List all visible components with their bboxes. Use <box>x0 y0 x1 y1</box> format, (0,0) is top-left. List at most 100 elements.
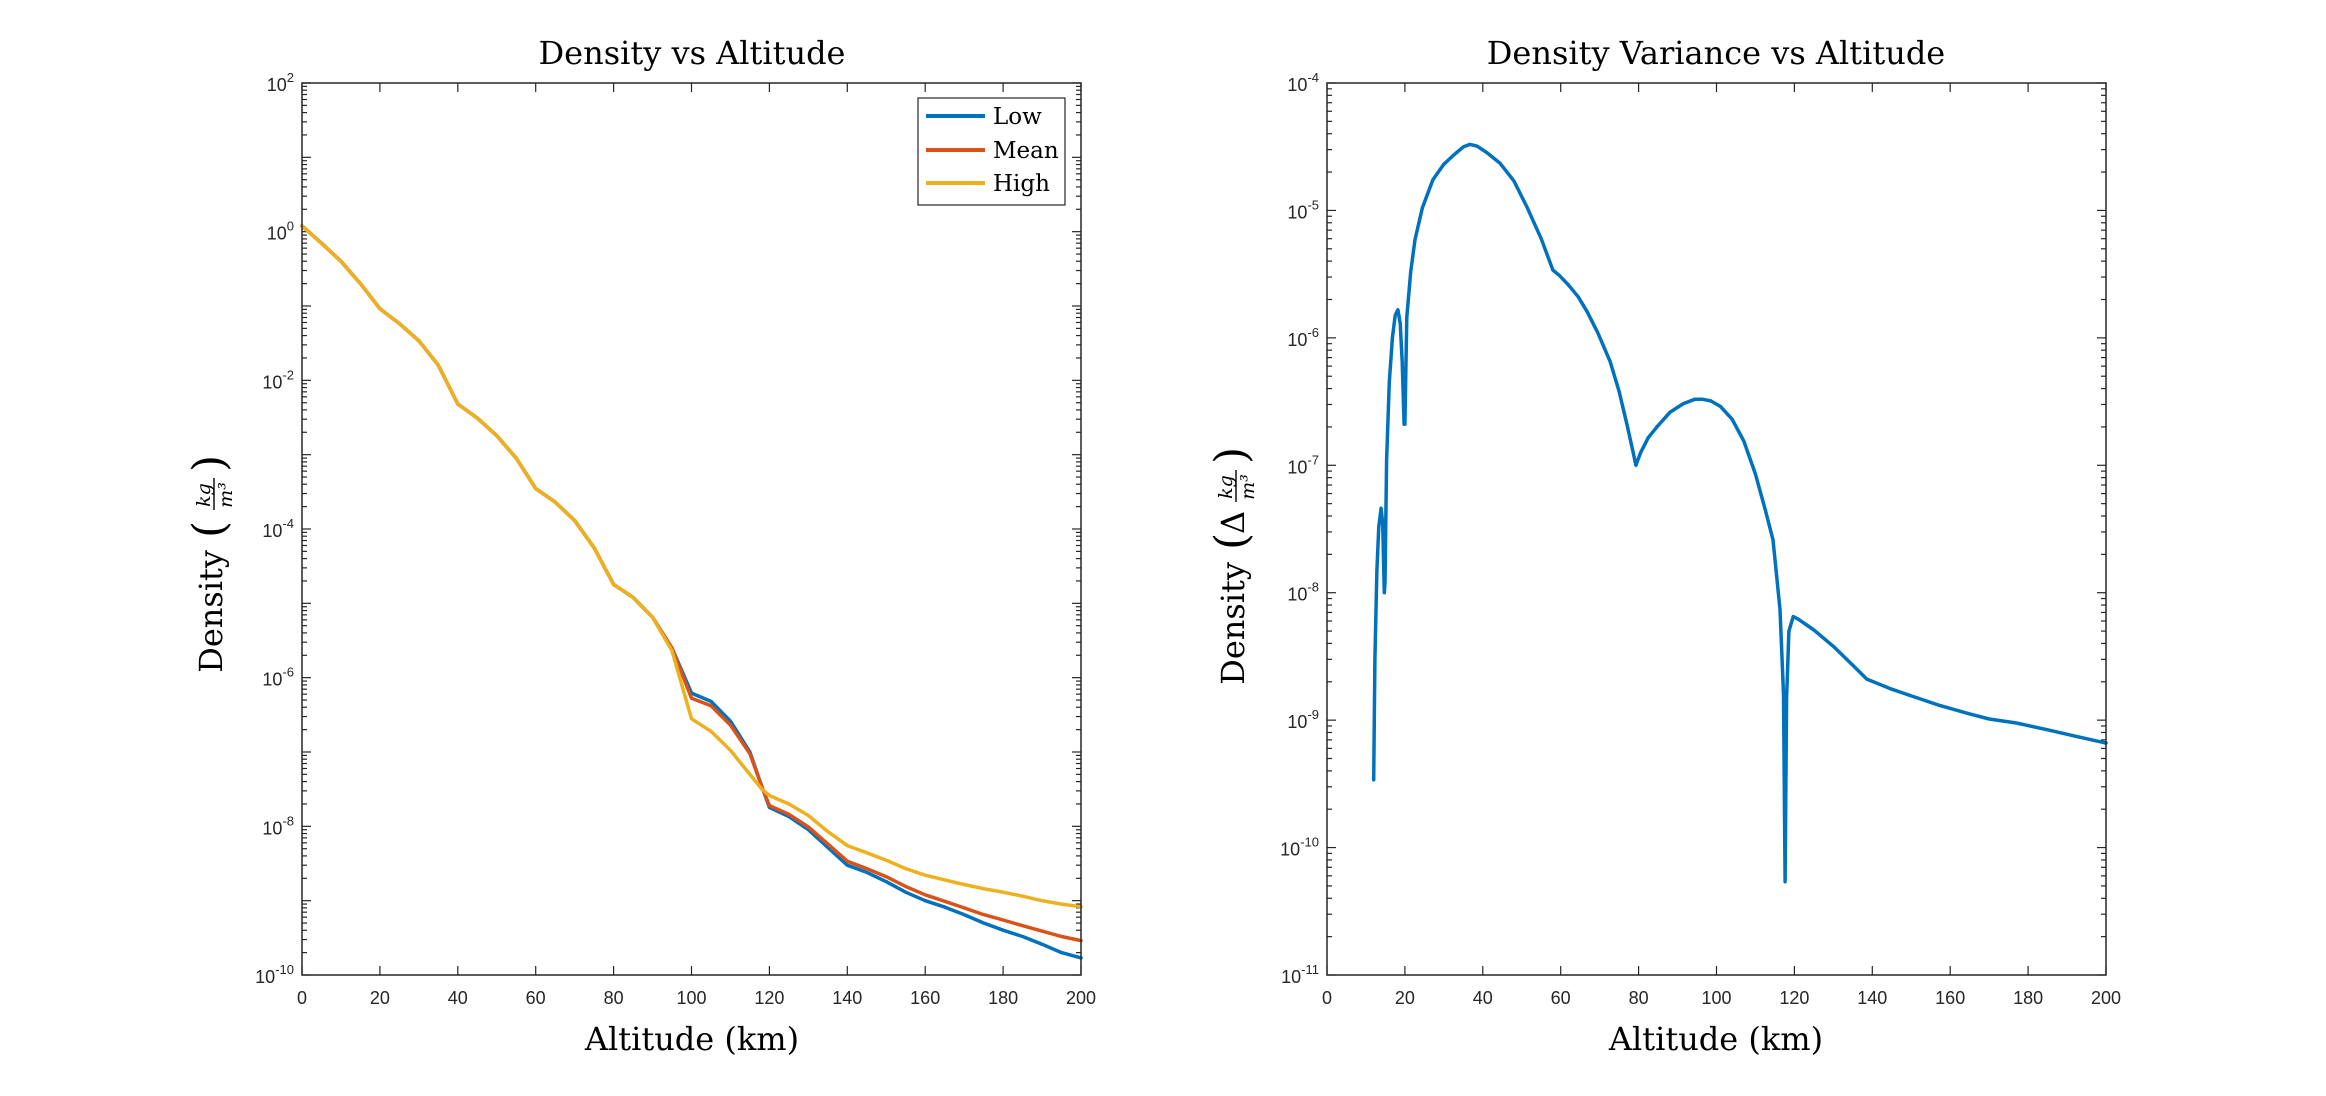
y-tick-label: 10-5 <box>1287 197 1319 222</box>
y-tick-label: 10-9 <box>1287 707 1319 732</box>
y-tick-label-exponent: -8 <box>1307 580 1319 595</box>
y-tick-label-base: 10 <box>1287 585 1307 605</box>
y-axis-label-unit-prefix: Δ <box>1214 511 1252 534</box>
y-tick-label-base: 10 <box>262 670 282 690</box>
legend-label-high: High <box>993 171 1050 197</box>
y-axis-label-open-paren: ( <box>1206 533 1257 550</box>
density-vs-altitude-chart: Density vs Altitude 0 20 40 60 80 100 120 140 16… <box>184 34 1096 1058</box>
chart-title: Density Variance vs Altitude <box>1487 34 1945 72</box>
x-tick-label: 80 <box>604 988 624 1008</box>
y-axis-label-open-paren: ( <box>184 521 235 538</box>
x-tick-label: 60 <box>526 988 546 1008</box>
y-tick-label-base: 10 <box>262 372 282 392</box>
series-group <box>300 224 1083 960</box>
y-tick-label-exponent: -6 <box>1307 325 1319 340</box>
y-tick-label: 100 <box>267 219 294 244</box>
axes-frame <box>301 82 1082 976</box>
y-tick-label: 10-6 <box>262 665 294 690</box>
y-tick-label-base: 10 <box>1280 840 1300 860</box>
x-tick-label: 200 <box>1066 988 1096 1008</box>
x-tick-label: 160 <box>1935 988 1965 1008</box>
y-tick-label-base: 10 <box>267 224 287 244</box>
x-tick-label: 60 <box>1551 988 1571 1008</box>
x-tick-label: 40 <box>448 988 468 1008</box>
y-tick-label: 10-7 <box>1287 452 1319 477</box>
x-tick-label: 20 <box>370 988 390 1008</box>
axes-frame <box>1326 82 2107 976</box>
y-axis-label-text: Density <box>192 550 230 673</box>
y-tick-label-exponent: -10 <box>275 962 294 977</box>
y-tick-label-exponent: 0 <box>287 219 294 234</box>
y-tick-label: 10-2 <box>262 367 294 392</box>
y-tick-label-exponent: -2 <box>282 367 294 382</box>
x-axis-label: Altitude (km) <box>1608 1020 1823 1058</box>
y-tick-label-exponent: -7 <box>1307 452 1319 467</box>
tick-group: 0 20 40 60 80 100 120 140 160 180 20010210010-210-… <box>255 70 1096 1008</box>
y-axis-label: Density ( Δ kg m³ ) <box>1206 447 1259 685</box>
x-tick-label: 0 <box>1322 988 1332 1008</box>
y-tick-label-base: 10 <box>1287 330 1307 350</box>
x-tick-label: 120 <box>754 988 784 1008</box>
x-tick-label: 100 <box>1701 988 1731 1008</box>
y-tick-label-base: 10 <box>1281 967 1301 987</box>
y-tick-label-base: 10 <box>1287 457 1307 477</box>
y-axis-label-unit-numerator: kg <box>1215 475 1237 499</box>
x-tick-label: 140 <box>832 988 862 1008</box>
series-line-variance <box>1371 142 2108 884</box>
y-tick-label: 102 <box>267 70 294 95</box>
y-tick-label-base: 10 <box>262 818 282 838</box>
y-tick-label: 10-4 <box>1287 70 1319 95</box>
y-tick-label-exponent: -4 <box>282 516 294 531</box>
y-tick-label-exponent: -5 <box>1307 197 1319 212</box>
y-tick-label-exponent: 2 <box>287 70 294 85</box>
y-axis-label-unit-numerator: kg <box>193 483 215 507</box>
y-tick-label-base: 10 <box>1287 712 1307 732</box>
legend: Low Mean High <box>917 97 1066 206</box>
y-tick-label-base: 10 <box>1287 75 1307 95</box>
y-tick-label: 10-6 <box>1287 325 1319 350</box>
y-axis-label-unit-denominator: m³ <box>1237 474 1259 500</box>
x-tick-label: 100 <box>676 988 706 1008</box>
y-tick-label-base: 10 <box>267 75 287 95</box>
y-tick-label-base: 10 <box>255 967 275 987</box>
y-tick-label-exponent: -4 <box>1307 70 1319 85</box>
legend-label-mean: Mean <box>993 138 1059 164</box>
series-group <box>1371 142 2108 884</box>
x-tick-label: 160 <box>910 988 940 1008</box>
y-axis-label: Density ( kg m³ ) <box>184 455 237 673</box>
x-tick-label: 180 <box>988 988 1018 1008</box>
y-tick-label-exponent: -9 <box>1307 707 1319 722</box>
y-tick-label: 10-10 <box>255 962 294 987</box>
y-tick-label-exponent: -11 <box>1301 962 1319 977</box>
x-tick-label: 200 <box>2091 988 2121 1008</box>
x-tick-label: 120 <box>1779 988 1809 1008</box>
y-tick-label: 10-4 <box>262 516 294 541</box>
tick-group: 0 20 40 60 80 100 120 140 160 180 20010-410-510-61… <box>1280 70 2121 1008</box>
x-tick-label: 180 <box>2013 988 2043 1008</box>
y-axis-label-unit-denominator: m³ <box>215 482 237 508</box>
y-tick-label-base: 10 <box>1287 202 1307 222</box>
x-tick-label: 80 <box>1629 988 1649 1008</box>
legend-label-low: Low <box>993 104 1042 130</box>
y-axis-label-close-paren: ) <box>1206 447 1257 464</box>
density-variance-vs-altitude-chart: Density Variance vs Altitude 0 20 40 60 80 10… <box>1206 34 2121 1058</box>
y-tick-label: 10-8 <box>262 813 294 838</box>
x-tick-label: 20 <box>1395 988 1415 1008</box>
y-tick-label: 10-10 <box>1280 835 1319 860</box>
y-tick-label-exponent: -6 <box>282 665 294 680</box>
y-tick-label: 10-11 <box>1281 962 1319 987</box>
y-axis-label-close-paren: ) <box>184 455 235 472</box>
y-axis-label-text: Density <box>1214 562 1252 685</box>
chart-title: Density vs Altitude <box>539 34 846 72</box>
x-tick-label: 40 <box>1473 988 1493 1008</box>
x-axis-label: Altitude (km) <box>584 1020 799 1058</box>
y-tick-label-exponent: -8 <box>282 813 294 828</box>
x-tick-label: 140 <box>1857 988 1887 1008</box>
y-tick-label-base: 10 <box>262 521 282 541</box>
y-tick-label-exponent: -10 <box>1300 835 1319 850</box>
series-line-high <box>300 224 1083 909</box>
y-tick-label: 10-8 <box>1287 580 1319 605</box>
x-tick-label: 0 <box>297 988 307 1008</box>
